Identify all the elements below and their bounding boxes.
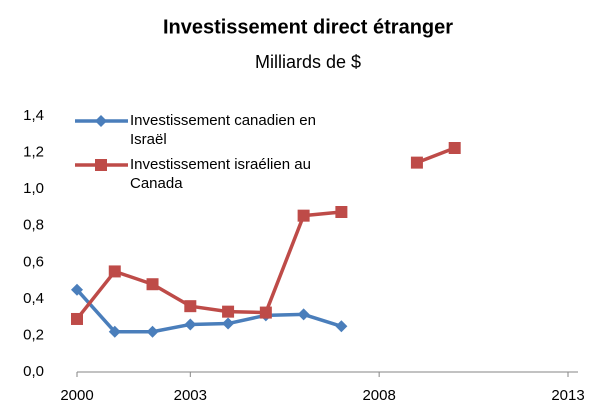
y-tick-label: 1,0: [23, 180, 44, 197]
marker: [71, 283, 83, 296]
marker: [222, 305, 235, 318]
legend-label: Investissement israélien au Canada: [130, 156, 311, 192]
marker: [335, 320, 348, 333]
marker: [146, 278, 159, 291]
y-tick-label: 0,0: [23, 363, 44, 380]
legend-marker: [95, 159, 107, 171]
marker: [184, 300, 197, 313]
x-tick-label: 2008: [362, 387, 395, 404]
marker: [335, 206, 348, 218]
marker: [448, 142, 461, 154]
marker: [146, 325, 159, 338]
marker: [71, 312, 83, 325]
marker: [108, 265, 121, 278]
marker: [297, 308, 310, 321]
x-tick-label: 2003: [174, 387, 207, 404]
chart-subtitle: Milliards de $: [255, 52, 361, 72]
legend-text: Investissement canadien en Israël: [130, 112, 316, 148]
legend-marker: [95, 115, 107, 127]
marker: [410, 156, 423, 169]
series-line: [75, 288, 342, 334]
marker: [184, 318, 197, 331]
series-line: [75, 146, 456, 321]
x-tick-label: 2013: [551, 387, 584, 404]
y-tick-label: 0,4: [23, 290, 44, 307]
y-tick-label: 1,4: [23, 107, 44, 124]
legend-text: Investissement israélien au Canada: [130, 156, 311, 192]
y-tick-label: 0,6: [23, 253, 44, 270]
marker: [108, 325, 121, 338]
y-tick-label: 0,2: [23, 326, 44, 343]
marker: [259, 306, 272, 319]
y-tick-label: 1,2: [23, 144, 44, 161]
legend-label: Investissement canadien en Israël: [130, 112, 316, 148]
chart-title: Investissement direct étranger: [163, 16, 453, 38]
x-tick-label: 2000: [60, 387, 93, 404]
marker: [222, 317, 235, 330]
marker: [297, 209, 310, 222]
y-tick-label: 0,8: [23, 217, 44, 234]
